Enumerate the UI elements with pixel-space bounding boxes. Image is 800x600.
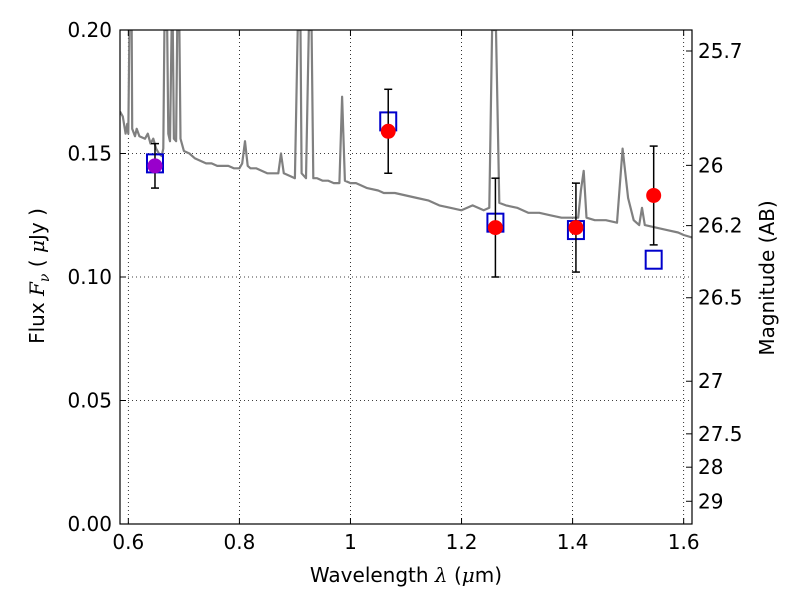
y-axis-label: Flux Fν ( μJy ) bbox=[25, 208, 53, 344]
y-tick-label: 0.10 bbox=[67, 265, 112, 289]
y-tick-label: 0.15 bbox=[67, 142, 112, 166]
x-tick-label: 1.2 bbox=[446, 530, 478, 554]
y-tick-label: 0.05 bbox=[67, 389, 112, 413]
plot-area bbox=[120, 30, 692, 278]
y2-tick-label: 27 bbox=[698, 369, 723, 393]
data-point bbox=[568, 220, 584, 236]
x-tick-label: 1.4 bbox=[557, 530, 589, 554]
y2-axis-label: Magnitude (AB) bbox=[755, 200, 779, 355]
grid-layer bbox=[120, 29, 692, 525]
model-square bbox=[644, 249, 663, 270]
x-tick-label: 1 bbox=[344, 530, 357, 554]
data-point bbox=[147, 158, 163, 174]
x-tick-label: 0.8 bbox=[223, 530, 255, 554]
data-point bbox=[380, 123, 396, 139]
y2-tick-label: 25.7 bbox=[698, 39, 743, 63]
data-point bbox=[646, 187, 662, 203]
y2-tick-label: 26.5 bbox=[698, 286, 743, 310]
y2-tick-label: 27.5 bbox=[698, 422, 743, 446]
y2-tick-label: 26 bbox=[698, 153, 723, 177]
x-tick-label: 1.6 bbox=[668, 530, 700, 554]
y2-tick-label: 29 bbox=[698, 489, 723, 513]
x-tick-label: 0.6 bbox=[112, 530, 144, 554]
y-tick-label: 0.20 bbox=[67, 18, 112, 42]
y-tick-label: 0.00 bbox=[67, 512, 112, 536]
axes-frame bbox=[119, 29, 693, 525]
y2-tick-label: 28 bbox=[698, 455, 723, 479]
x-axis-label: Wavelength λ (μm) bbox=[310, 563, 502, 587]
tick-layer: 0.6 0.8 1 1.2 1.4 1.6 0.00 0.05 0.10 0.15 0.20 25.7… bbox=[67, 18, 742, 554]
spectrum-line bbox=[120, 30, 692, 239]
data-point bbox=[487, 220, 503, 236]
y2-tick-label: 26.2 bbox=[698, 214, 743, 238]
